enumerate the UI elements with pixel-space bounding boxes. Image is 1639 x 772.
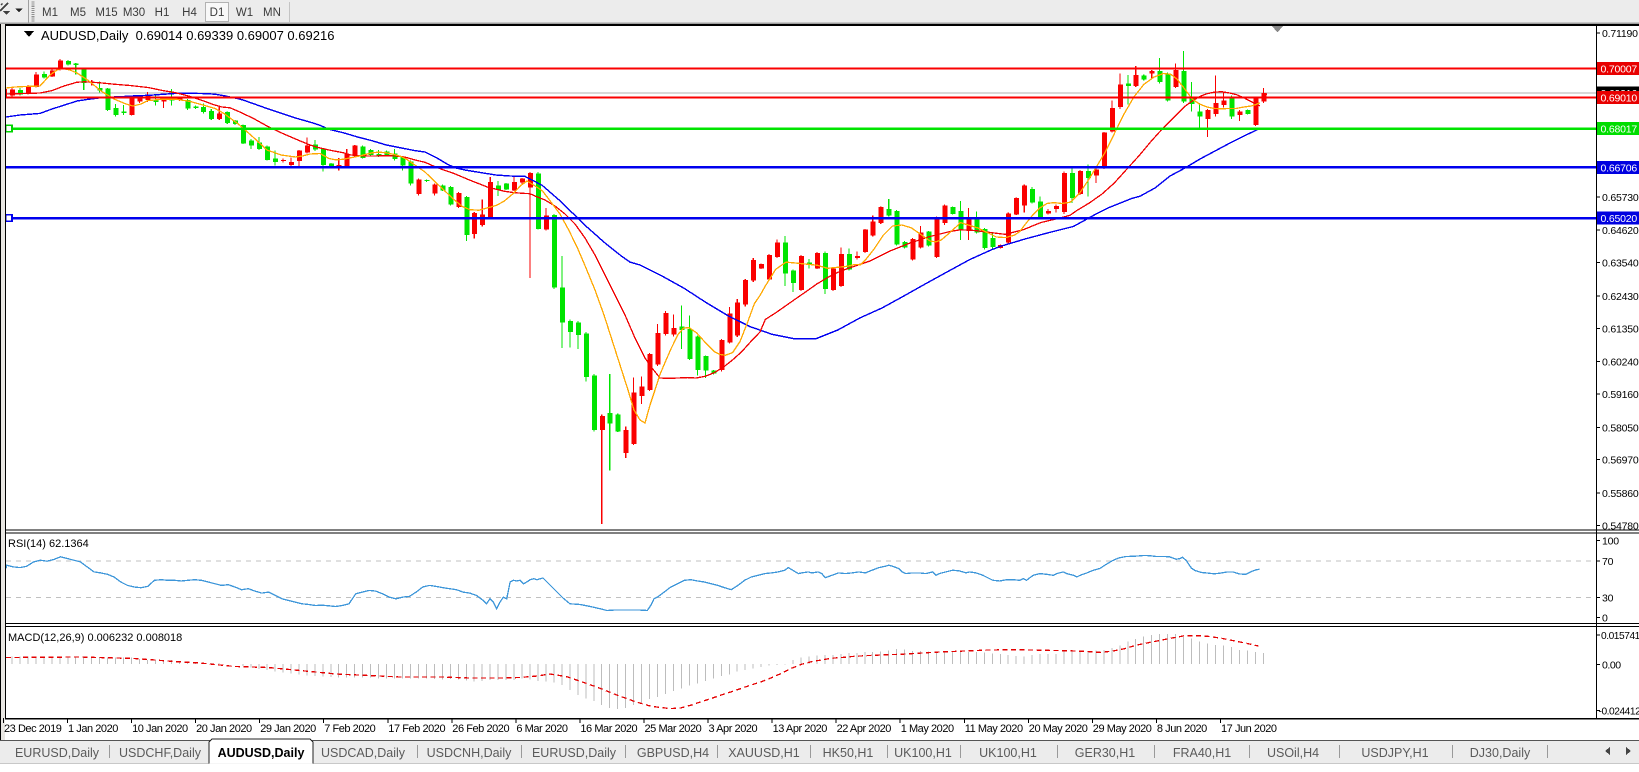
svg-text:GBPUSD,H4: GBPUSD,H4: [637, 746, 709, 760]
svg-text:13 Apr 2020: 13 Apr 2020: [773, 723, 828, 735]
svg-text:M1: M1: [42, 7, 58, 19]
svg-text:0.71190: 0.71190: [1602, 28, 1638, 40]
svg-text:22 Apr 2020: 22 Apr 2020: [837, 723, 892, 735]
svg-text:8 Jun 2020: 8 Jun 2020: [1157, 723, 1207, 735]
svg-text:W1: W1: [236, 7, 253, 19]
svg-text:0.60240: 0.60240: [1602, 357, 1639, 369]
svg-text:0.69010: 0.69010: [1601, 93, 1638, 105]
svg-text:1 May 2020: 1 May 2020: [901, 723, 954, 735]
svg-text:USDJPY,H1: USDJPY,H1: [1361, 746, 1428, 760]
svg-text:RSI(14) 62.1364: RSI(14) 62.1364: [8, 538, 89, 550]
svg-text:0.54780: 0.54780: [1602, 520, 1639, 532]
svg-text:0.65730: 0.65730: [1602, 192, 1639, 204]
svg-text:0.61350: 0.61350: [1602, 323, 1639, 335]
svg-text:0.56970: 0.56970: [1602, 455, 1639, 467]
svg-text:100: 100: [1602, 536, 1619, 548]
svg-text:H4: H4: [182, 7, 197, 19]
svg-text:0.00: 0.00: [1602, 659, 1621, 671]
svg-text:MN: MN: [263, 7, 281, 19]
svg-text:USDCHF,Daily: USDCHF,Daily: [119, 746, 202, 760]
svg-text:0: 0: [1602, 613, 1608, 625]
svg-text:17 Feb 2020: 17 Feb 2020: [388, 723, 445, 735]
svg-text:0.64620: 0.64620: [1602, 225, 1639, 237]
svg-text:17 Jun 2020: 17 Jun 2020: [1221, 723, 1277, 735]
svg-text:1 Jan 2020: 1 Jan 2020: [68, 723, 118, 735]
svg-text:26 Feb 2020: 26 Feb 2020: [452, 723, 509, 735]
svg-text:M5: M5: [70, 7, 86, 19]
svg-text:30: 30: [1602, 592, 1614, 604]
svg-text:HK50,H1: HK50,H1: [823, 746, 874, 760]
svg-text:MACD(12,26,9) 0.006232 0.00801: MACD(12,26,9) 0.006232 0.008018: [8, 632, 182, 644]
svg-text:EURUSD,Daily: EURUSD,Daily: [15, 746, 100, 760]
svg-text:USOil,H4: USOil,H4: [1267, 746, 1319, 760]
svg-text:0.65020: 0.65020: [1601, 213, 1638, 225]
svg-text:0.55860: 0.55860: [1602, 488, 1639, 500]
svg-text:70: 70: [1602, 556, 1614, 568]
svg-text:3 Apr 2020: 3 Apr 2020: [709, 723, 758, 735]
svg-text:11 May 2020: 11 May 2020: [965, 723, 1023, 735]
svg-text:6 Mar 2020: 6 Mar 2020: [516, 723, 567, 735]
svg-text:25 Mar 2020: 25 Mar 2020: [645, 723, 702, 735]
svg-text:7 Feb 2020: 7 Feb 2020: [324, 723, 375, 735]
svg-text:0.58050: 0.58050: [1602, 422, 1639, 434]
svg-text:UK100,H1: UK100,H1: [979, 746, 1037, 760]
svg-text:-0.024412: -0.024412: [1599, 707, 1639, 718]
svg-text:GER30,H1: GER30,H1: [1075, 746, 1135, 760]
svg-text:20 May 2020: 20 May 2020: [1029, 723, 1088, 735]
svg-text:USDCAD,Daily: USDCAD,Daily: [321, 746, 406, 760]
svg-text:H1: H1: [155, 7, 170, 19]
svg-text:29 May 2020: 29 May 2020: [1093, 723, 1152, 735]
svg-text:0.68017: 0.68017: [1601, 124, 1638, 136]
svg-text:16 Mar 2020: 16 Mar 2020: [580, 723, 637, 735]
svg-text:0.015741: 0.015741: [1601, 631, 1639, 642]
svg-text:EURUSD,Daily: EURUSD,Daily: [532, 746, 617, 760]
svg-text:23 Dec 2019: 23 Dec 2019: [4, 723, 62, 735]
svg-text:0.59160: 0.59160: [1602, 389, 1639, 401]
svg-text:XAUUSD,H1: XAUUSD,H1: [728, 746, 800, 760]
svg-text:10 Jan 2020: 10 Jan 2020: [132, 723, 188, 735]
svg-text:0.62430: 0.62430: [1602, 291, 1639, 303]
svg-text:20 Jan 2020: 20 Jan 2020: [196, 723, 252, 735]
svg-text:AUDUSD,Daily: AUDUSD,Daily: [218, 746, 305, 760]
svg-text:0.63540: 0.63540: [1602, 258, 1639, 270]
svg-text:DJ30,Daily: DJ30,Daily: [1470, 746, 1531, 760]
svg-text:FRA40,H1: FRA40,H1: [1173, 746, 1231, 760]
svg-text:M15: M15: [95, 7, 117, 19]
svg-text:UK100,H1: UK100,H1: [894, 746, 952, 760]
svg-text:D1: D1: [210, 7, 225, 19]
svg-text:USDCNH,Daily: USDCNH,Daily: [427, 746, 512, 760]
svg-text:M30: M30: [123, 7, 145, 19]
svg-text:AUDUSD,Daily 0.69014 0.69339: AUDUSD,Daily 0.69014 0.69339 0.69007 0.6…: [41, 28, 334, 43]
svg-text:29 Jan 2020: 29 Jan 2020: [260, 723, 316, 735]
svg-text:0.70007: 0.70007: [1601, 64, 1638, 76]
svg-text:0.66706: 0.66706: [1601, 162, 1638, 174]
